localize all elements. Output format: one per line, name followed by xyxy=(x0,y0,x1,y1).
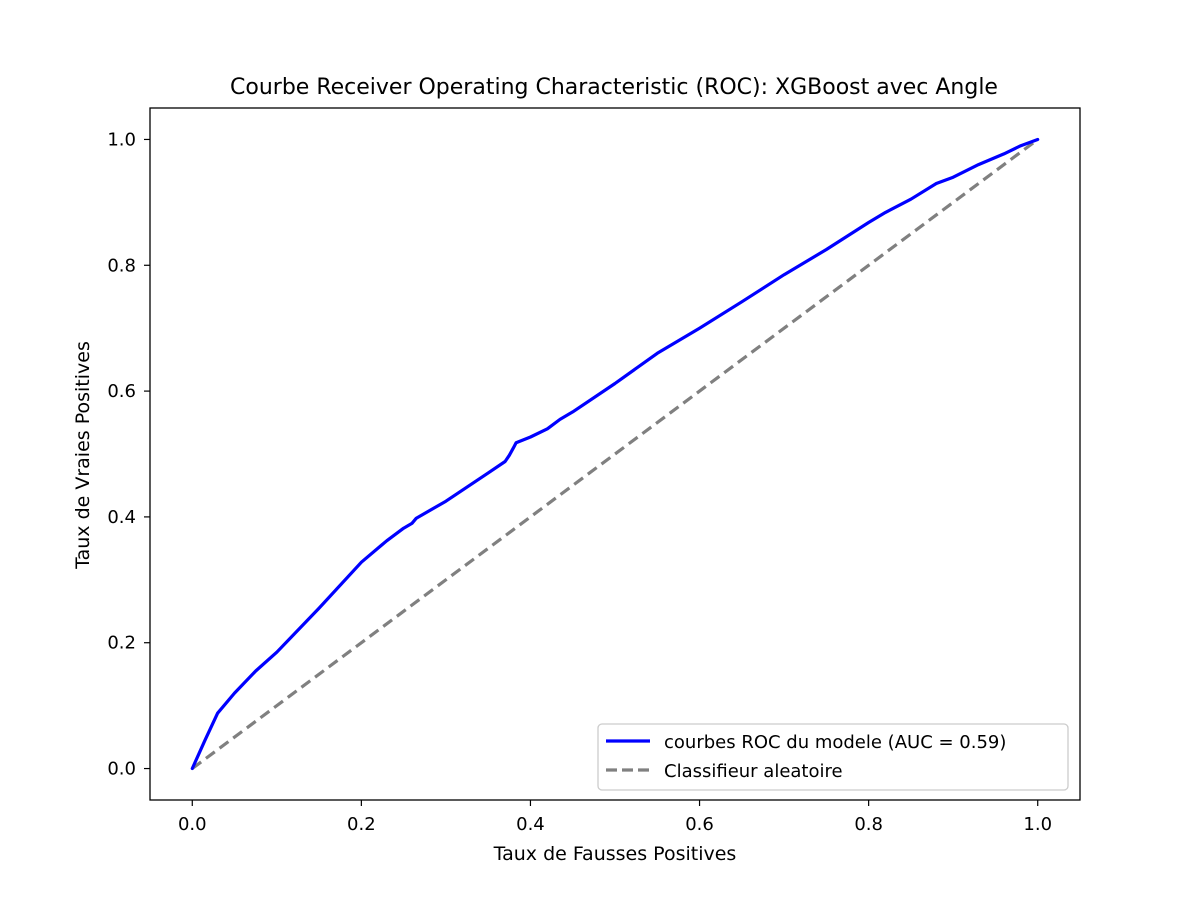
y-tick-label: 0.2 xyxy=(107,633,136,654)
y-tick-label: 1.0 xyxy=(107,129,136,150)
chart-title: Courbe Receiver Operating Characteristic… xyxy=(230,75,998,100)
legend-entry-random-classifier: Classifieur aleatoire xyxy=(664,761,843,782)
legend-box xyxy=(597,723,1069,791)
x-tick-label: 0.2 xyxy=(347,814,376,835)
legend: courbes ROC du modele (AUC = 0.59) Class… xyxy=(597,723,1069,791)
x-tick-label: 0.6 xyxy=(685,814,714,835)
x-tick-label: 0.0 xyxy=(178,814,207,835)
legend-entry-roc-model: courbes ROC du modele (AUC = 0.59) xyxy=(664,732,1006,753)
x-axis-ticks: 0.0 0.2 0.4 0.6 0.8 1.0 xyxy=(178,800,1052,835)
roc-curve-line xyxy=(190,137,1040,771)
x-tick-label: 0.4 xyxy=(516,814,545,835)
y-tick-label: 0.4 xyxy=(107,507,136,528)
plot-frame xyxy=(149,107,1081,801)
x-tick-label: 0.8 xyxy=(854,814,883,835)
y-tick-label: 0.0 xyxy=(107,759,136,780)
y-tick-label: 0.8 xyxy=(107,255,136,276)
x-axis-label: Taux de Fausses Positives xyxy=(493,843,737,865)
series-layer xyxy=(190,137,1040,771)
y-tick-label: 0.6 xyxy=(107,381,136,402)
y-axis-label: Taux de Vraies Positives xyxy=(72,341,94,570)
y-axis-ticks: 0.0 0.2 0.4 0.6 0.8 1.0 xyxy=(107,129,150,780)
x-tick-label: 1.0 xyxy=(1023,814,1052,835)
random-classifier-line xyxy=(191,138,1039,770)
